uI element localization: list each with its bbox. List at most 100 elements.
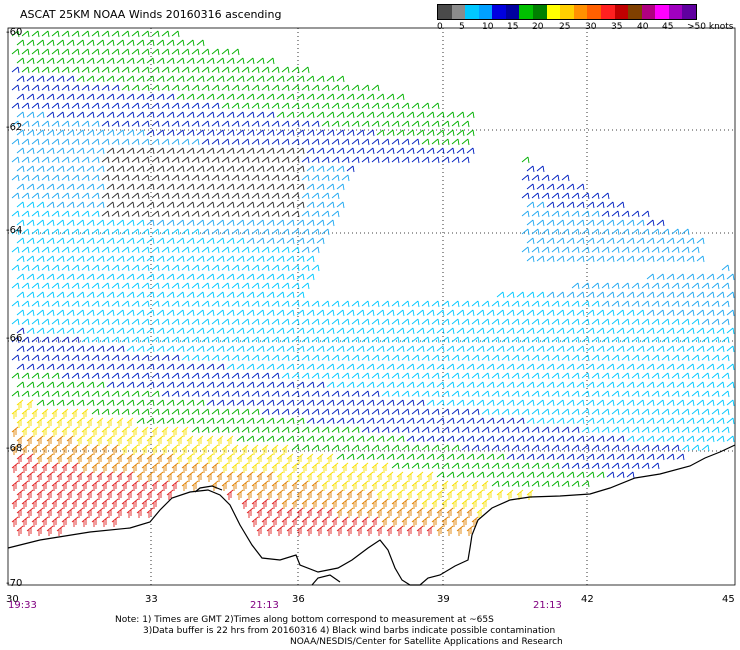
wind-barb	[511, 444, 520, 452]
wind-barb	[181, 66, 190, 74]
wind-barb	[321, 480, 329, 491]
wind-barb	[81, 372, 90, 380]
wind-barb	[31, 120, 40, 128]
wind-barb	[401, 120, 410, 128]
wind-barb	[311, 228, 320, 236]
wind-barb	[31, 246, 40, 254]
wind-barb	[431, 372, 440, 380]
wind-barb	[671, 426, 680, 434]
wind-barb	[41, 318, 50, 326]
wind-barb	[516, 399, 525, 407]
wind-barb	[316, 435, 325, 443]
wind-barb	[676, 399, 685, 407]
wind-barb	[161, 318, 170, 326]
wind-barb	[181, 138, 190, 146]
footnote-line-3: NOAA/NESDIS/Center for Satellite Applica…	[290, 637, 563, 647]
wind-barb	[221, 390, 230, 398]
wind-barb	[411, 138, 420, 146]
wind-barb	[456, 525, 464, 536]
wind-barb	[231, 174, 240, 182]
wind-barb	[121, 48, 130, 56]
wind-barb	[286, 453, 294, 464]
wind-barb	[41, 228, 50, 236]
wind-barb	[716, 273, 725, 281]
wind-barb	[101, 480, 109, 491]
wind-barb	[66, 201, 75, 209]
wind-barb	[701, 408, 710, 416]
wind-barb	[166, 39, 175, 47]
wind-barb	[411, 462, 420, 470]
wind-barb	[116, 147, 125, 155]
wind-barb	[181, 282, 190, 290]
wind-barb	[146, 273, 155, 281]
wind-barb	[201, 462, 209, 473]
wind-barb	[531, 300, 540, 308]
wind-barb	[46, 363, 55, 371]
wind-barb	[201, 156, 210, 164]
wind-barb	[426, 507, 434, 518]
wind-barb	[411, 102, 420, 110]
wind-barb	[71, 48, 80, 56]
wind-barb	[391, 354, 400, 362]
wind-barb	[591, 246, 600, 254]
wind-barb	[76, 75, 85, 83]
wind-barb	[81, 192, 90, 200]
wind-barb	[281, 192, 290, 200]
wind-barb	[556, 417, 565, 425]
wind-barb	[331, 336, 340, 344]
wind-barb	[391, 120, 400, 128]
wind-barb	[551, 408, 560, 416]
wind-barb	[356, 507, 364, 518]
wind-barb	[291, 318, 300, 326]
wind-barb	[346, 327, 355, 335]
wind-barb	[656, 345, 665, 353]
wind-barb	[291, 66, 300, 74]
color-scale-labels: 0 5 10 15 20 25 30 35 40 45 >50 knots	[437, 20, 734, 34]
wind-barb	[266, 381, 275, 389]
time-label-1933: 19:33	[8, 600, 37, 611]
wind-barb	[116, 471, 124, 482]
wind-barb	[601, 408, 610, 416]
wind-barb	[606, 345, 615, 353]
wind-barb	[601, 228, 610, 236]
wind-barb	[11, 138, 20, 146]
wind-barb	[656, 453, 665, 461]
wind-barb	[381, 138, 390, 146]
wind-barb	[261, 210, 270, 218]
wind-barb	[506, 417, 515, 425]
wind-barb	[281, 444, 289, 455]
wind-barb	[426, 111, 435, 119]
wind-barb	[96, 57, 105, 65]
scale-swatch	[492, 5, 506, 19]
wind-barb	[96, 273, 105, 281]
color-scale-bar	[437, 4, 697, 20]
wind-barb	[426, 129, 435, 137]
wind-barb	[341, 156, 350, 164]
wind-barb	[451, 354, 460, 362]
wind-barb	[211, 210, 220, 218]
wind-barb	[201, 246, 210, 254]
wind-barb	[616, 255, 625, 263]
wind-barb	[651, 336, 660, 344]
wind-barb	[71, 264, 80, 272]
wind-barb	[346, 345, 355, 353]
wind-barb	[346, 129, 355, 137]
wind-barb	[141, 102, 150, 110]
wind-barb	[431, 156, 440, 164]
wind-barb	[436, 147, 445, 155]
wind-barb	[301, 66, 310, 74]
wind-barb	[316, 345, 325, 353]
wind-barb	[621, 462, 630, 470]
wind-barb	[101, 282, 110, 290]
wind-barb	[296, 453, 304, 464]
wind-barb	[496, 489, 504, 500]
wind-barb	[291, 192, 300, 200]
wind-barb	[11, 390, 20, 398]
wind-barb	[411, 156, 420, 164]
wind-barb	[121, 264, 130, 272]
wind-barb	[46, 129, 55, 137]
wind-barb	[541, 480, 550, 488]
wind-barb	[181, 210, 190, 218]
wind-barb	[576, 237, 585, 245]
wind-barb	[26, 399, 34, 410]
